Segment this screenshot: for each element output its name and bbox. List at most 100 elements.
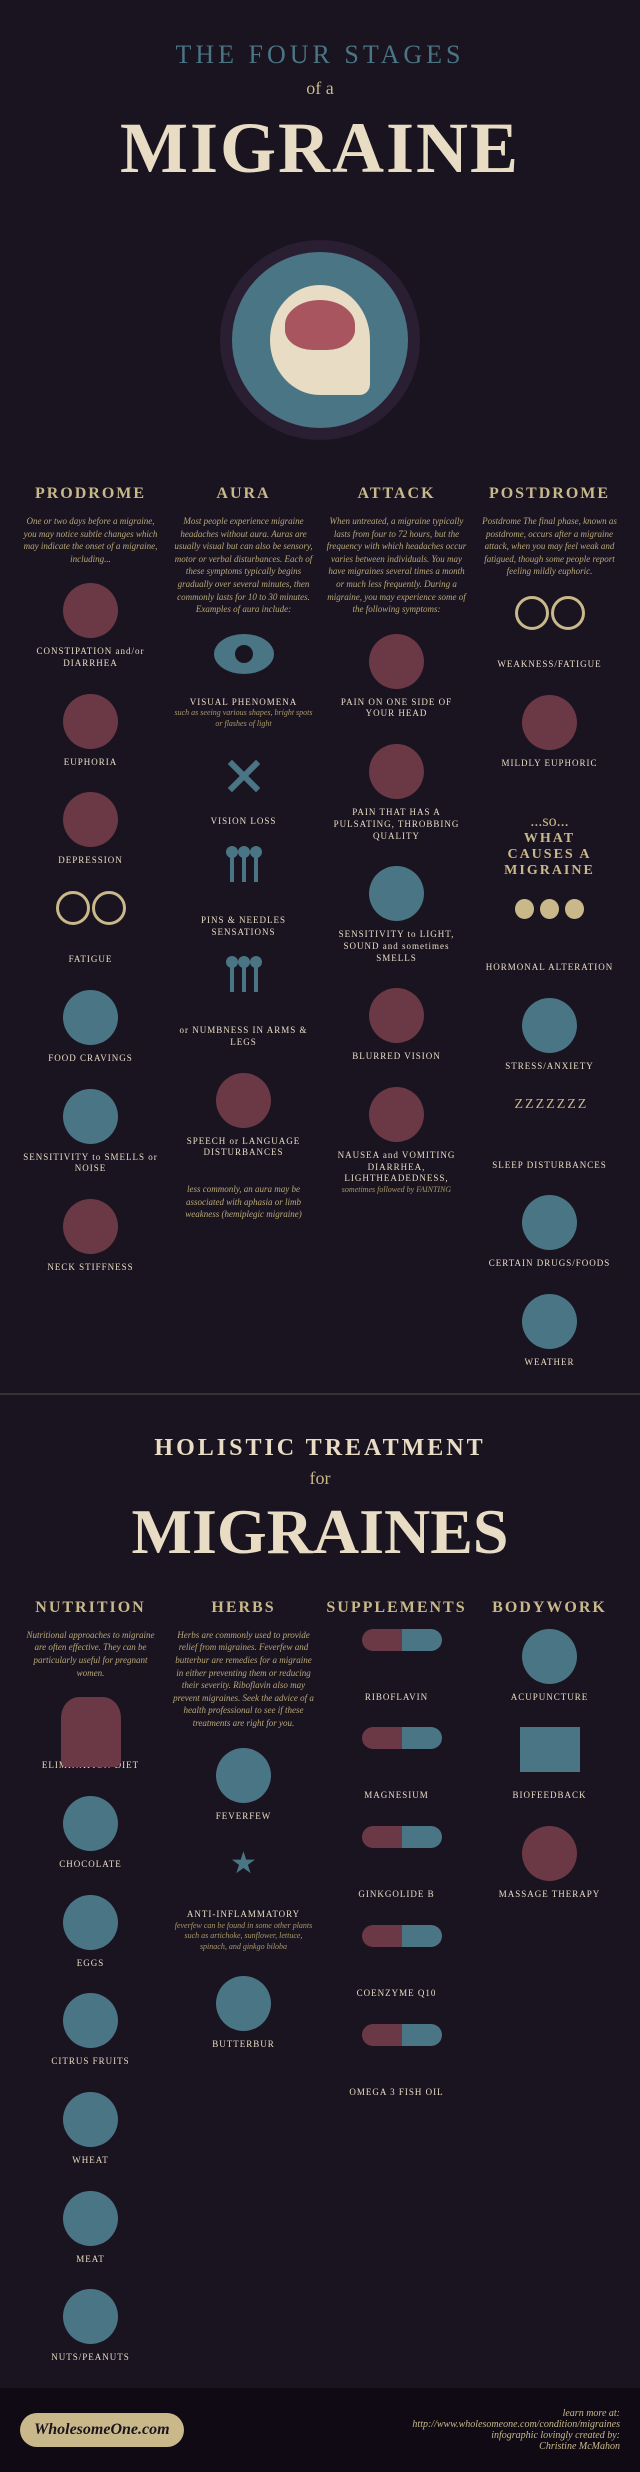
cause-label: CERTAIN DRUGS/FOODS: [479, 1258, 620, 1270]
item-label: ACUPUNCTURE: [479, 1692, 620, 1704]
item-icon: [56, 2191, 126, 2246]
circle-icon: [63, 1895, 118, 1950]
item-icon: [515, 1826, 585, 1881]
column-title: NUTRITION: [20, 1599, 161, 1617]
column: ATTACKWhen untreated, a migraine typical…: [326, 485, 467, 1393]
treatment-header: HOLISTIC TREATMENT for MIGRAINES: [0, 1393, 640, 1599]
footer-learn: learn more at:: [204, 2408, 620, 2419]
pill-icon: [362, 1826, 442, 1848]
column-intro: Nutritional approaches to migraine are o…: [20, 1629, 161, 1679]
cause-icon: [515, 899, 585, 954]
item-icon: [362, 1087, 432, 1142]
column-footer: less commonly, an aura may be associated…: [173, 1183, 314, 1221]
column: PRODROMEOne or two days before a migrain…: [20, 485, 161, 1393]
item-icon: [56, 583, 126, 638]
column: BODYWORKACUPUNCTUREBIOFEEDBACKMASSAGE TH…: [479, 1599, 620, 2388]
item-label: PAIN ON ONE SIDE OF YOUR HEAD: [326, 697, 467, 720]
column-intro: When untreated, a migraine typically las…: [326, 515, 467, 616]
circle-icon: [63, 694, 118, 749]
item-icon: [56, 891, 126, 946]
hand-icon: [61, 1697, 121, 1767]
item-icon: [56, 1895, 126, 1950]
cause-item: ZZZZZZZ SLEEP DISTURBANCES: [479, 1097, 620, 1172]
circle-icon: [63, 792, 118, 847]
stage-item: COENZYME Q10: [326, 1925, 467, 2000]
item-icon: [362, 866, 432, 921]
item-icon: [209, 1748, 279, 1803]
treatment-subtitle: HOLISTIC TREATMENT: [20, 1435, 620, 1462]
item-label: BIOFEEDBACK: [479, 1790, 620, 1802]
column-title: AURA: [173, 485, 314, 503]
item-icon: [362, 1826, 432, 1881]
stage-item: WEAKNESS/FATIGUE: [479, 596, 620, 671]
circle-icon: [522, 1294, 577, 1349]
star-icon: ★: [209, 1846, 279, 1881]
column-intro: Postdrome The final phase, known as post…: [479, 515, 620, 578]
item-sublabel: such as seeing various shapes, bright sp…: [173, 708, 314, 729]
item-label: CHOCOLATE: [20, 1859, 161, 1871]
hero-circle: [220, 240, 420, 440]
symbols-icon: [515, 899, 585, 919]
infographic-container: THE FOUR STAGES of a MIGRAINE PRODROMEOn…: [0, 0, 640, 2472]
pins-icon: [209, 852, 279, 882]
item-label: WEAKNESS/FATIGUE: [479, 659, 620, 671]
pill-icon: [362, 1727, 442, 1749]
item-label: FATIGUE: [20, 954, 161, 966]
treatment-title: MIGRAINES: [20, 1495, 620, 1569]
stage-item: EUPHORIA: [20, 694, 161, 769]
item-label: SENSITIVITY to SMELLS or NOISE: [20, 1152, 161, 1175]
cause-icon: [515, 998, 585, 1053]
stage-item: WHEAT: [20, 2092, 161, 2167]
hero-graphic: [0, 220, 640, 485]
stage-item: MAGNESIUM: [326, 1727, 467, 1802]
item-icon: [56, 1089, 126, 1144]
stage-item: NAUSEA and VOMITING DIARRHEA, LIGHTHEADE…: [326, 1087, 467, 1195]
column-title: HERBS: [173, 1599, 314, 1617]
circle-icon: [522, 1826, 577, 1881]
item-icon: [56, 792, 126, 847]
item-label: VISUAL PHENOMENA: [173, 697, 314, 709]
circle-icon: [216, 1976, 271, 2031]
main-header: THE FOUR STAGES of a MIGRAINE: [0, 0, 640, 220]
column: SUPPLEMENTSRIBOFLAVINMAGNESIUMGINKGOLIDE…: [326, 1599, 467, 2388]
circle-icon: [63, 1993, 118, 2048]
stage-item: EGGS: [20, 1895, 161, 1970]
column-intro: One or two days before a migraine, you m…: [20, 515, 161, 565]
stage-item: FATIGUE: [20, 891, 161, 966]
item-label: MASSAGE THERAPY: [479, 1889, 620, 1901]
item-label: NAUSEA and VOMITING DIARRHEA, LIGHTHEADE…: [326, 1150, 467, 1185]
cause-label: SLEEP DISTURBANCES: [479, 1160, 620, 1172]
item-icon: [515, 1629, 585, 1684]
eye-icon: [214, 634, 274, 674]
column: NUTRITION Nutritional approaches to migra…: [20, 1599, 161, 2388]
item-icon: [56, 1993, 126, 2048]
circle-icon: [63, 2092, 118, 2147]
stage-item: PINS & NEEDLES SENSATIONS: [173, 852, 314, 938]
item-icon: [56, 2289, 126, 2344]
circle-icon: [522, 1629, 577, 1684]
item-label: PINS & NEEDLES SENSATIONS: [173, 915, 314, 938]
causes-header: ...so...WHAT CAUSES A MIGRAINE: [479, 793, 620, 899]
footer-url: http://www.wholesomeone.com/condition/mi…: [204, 2419, 620, 2430]
stage-item: CITRUS FRUITS: [20, 1993, 161, 2068]
circle-icon: [369, 744, 424, 799]
cause-icon: [515, 1195, 585, 1250]
column-intro: Herbs are commonly used to provide relie…: [173, 1629, 314, 1730]
circle-icon: [63, 1089, 118, 1144]
stage-item: CONSTIPATION and/or DIARRHEA: [20, 583, 161, 669]
item-icon: [515, 1727, 585, 1782]
pill-icon: [362, 1629, 442, 1651]
item-label: CONSTIPATION and/or DIARRHEA: [20, 646, 161, 669]
item-label: EGGS: [20, 1958, 161, 1970]
square-icon: [520, 1727, 580, 1772]
item-sublabel: sometimes followed by FAINTING: [326, 1185, 467, 1195]
item-label: DEPRESSION: [20, 855, 161, 867]
circle-icon: [522, 1195, 577, 1250]
brain-icon: [285, 300, 355, 350]
item-label: ANTI-INFLAMMATORY: [173, 1909, 314, 1921]
treatments-grid: NUTRITION Nutritional approaches to migra…: [0, 1599, 640, 2388]
item-label: MEAT: [20, 2254, 161, 2266]
item-label: COENZYME Q10: [326, 1988, 467, 2000]
footer: WholesomeOne.com learn more at: http://w…: [0, 2388, 640, 2472]
cause-icon: ZZZZZZZ: [515, 1097, 585, 1152]
